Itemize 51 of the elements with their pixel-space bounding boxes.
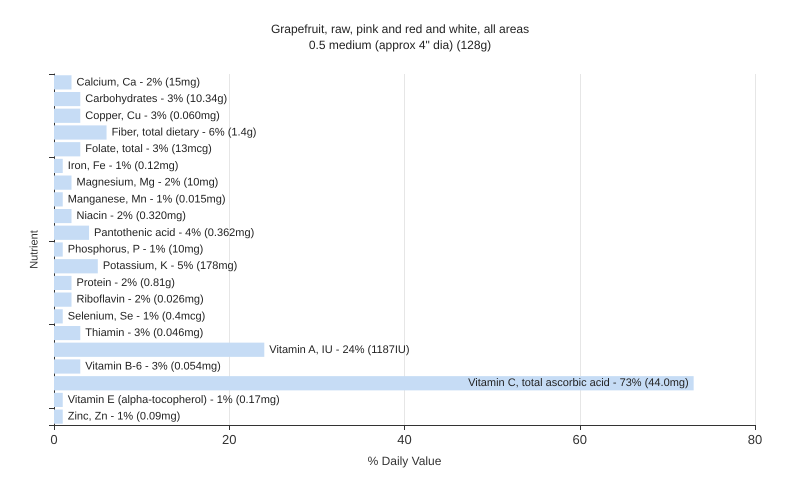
y-tick-label: Riboflavin - 2% (0.026mg) xyxy=(76,294,204,306)
bar xyxy=(54,125,107,140)
chart-subtitle: 0.5 medium (approx 4" dia) (128g) xyxy=(308,38,492,52)
y-tick-label: Potassium, K - 5% (178mg) xyxy=(102,260,238,272)
y-tick-label: Thiamin - 3% (0.046mg) xyxy=(85,327,204,340)
bar xyxy=(54,342,264,357)
bar xyxy=(54,92,80,106)
bar xyxy=(54,326,80,340)
bar xyxy=(54,75,72,90)
x-tick-label: 80 xyxy=(748,432,762,447)
y-tick-label: Vitamin B-6 - 3% (0.054mg) xyxy=(85,360,221,372)
bar xyxy=(54,359,80,374)
y-tick-label: Manganese, Mn - 1% (0.015mg) xyxy=(68,193,226,206)
bar xyxy=(54,142,80,156)
bar xyxy=(54,309,63,324)
bar xyxy=(54,392,63,408)
y-tick-label: Calcium, Ca - 2% (15mg) xyxy=(76,76,200,88)
y-tick-label: Protein - 2% (0.81g) xyxy=(76,276,175,289)
y-tick-label: Fiber, total dietary - 6% (1.4g) xyxy=(112,126,256,138)
y-axis-title: Nutrient xyxy=(28,230,40,269)
x-tick-label: 40 xyxy=(397,432,412,447)
y-tick-label: Zinc, Zn - 1% (0.09mg) xyxy=(68,410,180,423)
y-tick-label: Folate, total - 3% (13mcg) xyxy=(85,143,212,156)
y-tick-label: Vitamin C, total ascorbic acid - 73% (44.0mg) xyxy=(468,377,689,390)
y-tick-label: Pantothenic acid - 4% (0.362mg) xyxy=(94,226,254,239)
bar xyxy=(54,410,63,424)
bar xyxy=(54,176,72,190)
bar xyxy=(54,292,72,307)
x-tick-label: 20 xyxy=(222,432,236,447)
y-tick-label: Magnesium, Mg - 2% (10mg) xyxy=(76,176,218,189)
y-tick-label: Vitamin E (alpha-tocopherol) - 1% (0.17mg) xyxy=(68,394,280,406)
y-tick-label: Phosphorus, P - 1% (10mg) xyxy=(68,244,204,256)
y-tick-label: Iron, Fe - 1% (0.12mg) xyxy=(68,160,178,172)
bar xyxy=(54,208,72,224)
bar xyxy=(54,226,90,240)
bar xyxy=(54,376,694,390)
y-tick-label: Selenium, Se - 1% (0.4mcg) xyxy=(68,310,206,322)
y-tick-label: Niacin - 2% (0.320mg) xyxy=(76,210,186,222)
bar xyxy=(54,158,63,174)
x-tick-label: 60 xyxy=(572,432,587,447)
x-tick-label: 0 xyxy=(50,432,58,447)
bar xyxy=(54,242,63,257)
bar xyxy=(54,192,63,206)
bar xyxy=(54,259,98,274)
x-axis-title: % Daily Value xyxy=(368,454,442,468)
y-tick-label: Copper, Cu - 3% (0.060mg) xyxy=(85,110,220,122)
y-tick-label: Carbohydrates - 3% (10.34g) xyxy=(85,93,228,106)
y-tick-label: Vitamin A, IU - 24% (1187IU) xyxy=(269,344,410,356)
chart-title: Grapefruit, raw, pink and red and white, all areas xyxy=(270,22,530,36)
bar xyxy=(54,276,72,290)
bar xyxy=(54,108,80,123)
